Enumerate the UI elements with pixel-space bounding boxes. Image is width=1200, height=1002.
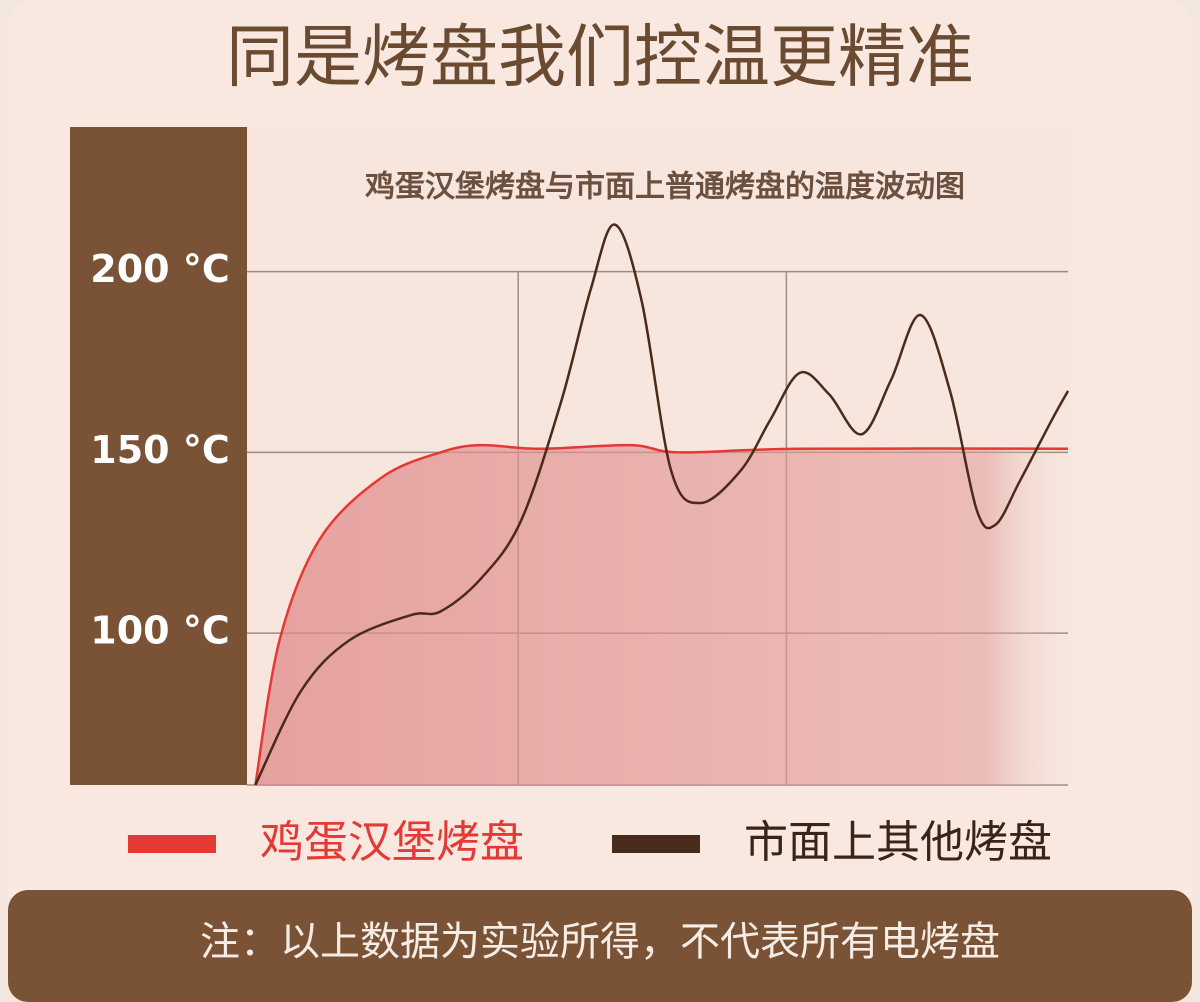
area (255, 445, 1068, 785)
line (254, 443, 1069, 786)
chart-title: 同是烤盘我们控温更精准 (226, 19, 974, 98)
footnote: 注：以上数据为实验所得，不代表所有电烤盘 (200, 919, 1000, 965)
footer-band (8, 890, 1192, 1002)
legend-swatch (128, 835, 216, 853)
y-tick-label: 100 °C (90, 609, 229, 653)
y-axis-band (70, 127, 247, 785)
chart-subtitle: 鸡蛋汉堡烤盘与市面上普通烤盘的温度波动图 (365, 170, 965, 205)
legend-label: 鸡蛋汉堡烤盘 (260, 817, 524, 868)
line (254, 223, 1070, 786)
y-tick-label: 200 °C (90, 247, 229, 291)
legend-swatch (612, 835, 700, 853)
legend-label: 市面上其他烤盘 (744, 817, 1052, 868)
y-tick-label: 150 °C (90, 428, 229, 472)
